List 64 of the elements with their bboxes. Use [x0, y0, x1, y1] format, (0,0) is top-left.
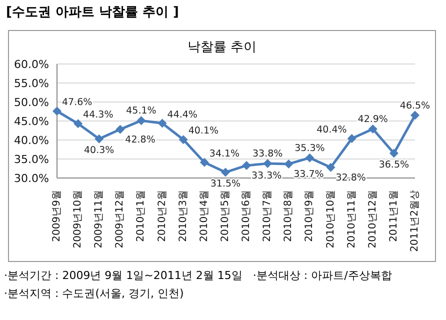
data-label: 33.7% — [294, 168, 324, 180]
data-label: 42.9% — [358, 114, 388, 125]
data-label: 40.4% — [316, 124, 347, 136]
x-tick-label: 2009년12월 — [114, 190, 126, 248]
data-label: 47.6% — [62, 97, 92, 108]
x-tick-label: 2010년1월 — [136, 190, 147, 242]
text: ·분석기간 : 2009년 9월 1일~2011년 2월 15일 ·분석대상 : 아파트/주상복합 — [4, 268, 392, 283]
data-label: 44.4% — [167, 109, 198, 120]
x-tick-label: 2010년7월 — [262, 190, 274, 242]
point — [368, 124, 378, 134]
y-tick-label: 40.0% — [14, 134, 49, 147]
y-tick-label: 35.0% — [14, 152, 49, 166]
chart-title: [수도권 아파트 낙찰률 추이 ] — [6, 4, 179, 21]
data-label: 35.3% — [294, 142, 325, 154]
data-label: 36.5% — [378, 159, 410, 170]
point — [410, 110, 420, 120]
chart-subtitle: 낙찰률 추이 — [186, 39, 258, 56]
x-tick-label: 2011년1월 — [388, 190, 400, 242]
data-label: 40.3% — [84, 144, 114, 156]
x-tick-label: 2010년3월 — [178, 190, 189, 242]
data-label: 46.5% — [400, 100, 430, 112]
data-label: 33.3% — [252, 170, 282, 182]
point — [136, 116, 146, 126]
text: ·분석지역 : 수도권(서울, 경기, 인천) — [4, 286, 184, 301]
x-tick-label: 2010년9월 — [304, 190, 316, 242]
point — [284, 159, 294, 168]
point — [74, 119, 83, 128]
data-label: 42.8% — [125, 134, 156, 146]
x-tick-label: 2010년12월 — [367, 190, 378, 248]
y-tick-label: 50.0% — [14, 96, 49, 109]
x-tick-label: 2009년11월 — [94, 190, 105, 248]
data-label: 34.1% — [209, 148, 240, 160]
point — [220, 168, 230, 177]
x-tick-label: 2010년10월 — [325, 190, 336, 248]
data-label: 31.5% — [210, 178, 241, 190]
y-tick-label: 60.0% — [14, 58, 49, 71]
x-tick-label: 2010년4월 — [198, 190, 210, 242]
x-tick-label: 2010년5월 — [220, 190, 231, 242]
x-tick-label: 2010년11월 — [346, 190, 358, 248]
x-tick-label: 2009년10월 — [72, 190, 84, 248]
data-label: 33.8% — [252, 148, 283, 160]
point — [158, 118, 167, 128]
point — [305, 153, 314, 162]
data-label: 45.1% — [126, 106, 156, 117]
data-label: 40.1% — [188, 126, 219, 137]
point — [389, 148, 398, 158]
point — [178, 135, 188, 144]
point — [347, 134, 356, 143]
x-tick-label: 2009년9월 — [52, 190, 62, 242]
point — [200, 158, 209, 167]
y-tick-label: 30.0% — [14, 172, 49, 185]
x-tick-label: 2011년2월상 — [410, 190, 420, 252]
data-label: 32.8% — [336, 172, 366, 184]
point — [326, 162, 336, 172]
x-tick-label: 2010년8월 — [283, 190, 294, 242]
point — [116, 124, 125, 134]
point — [242, 160, 252, 170]
point — [94, 134, 104, 144]
x-tick-label: 2010년6월 — [241, 190, 252, 242]
y-tick-label: 55.0% — [14, 76, 49, 90]
data-label: 44.3% — [83, 110, 114, 121]
x-tick-label: 2010년2월 — [156, 190, 168, 242]
y-tick-label: 45.0% — [14, 114, 49, 128]
point — [52, 106, 62, 116]
